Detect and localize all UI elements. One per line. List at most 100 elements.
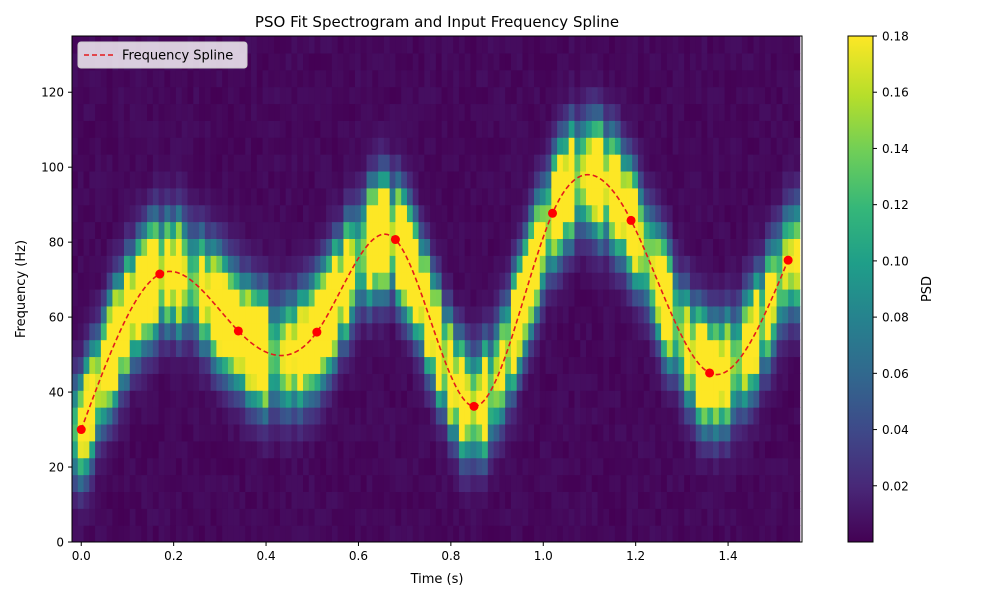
heatmap-cell — [626, 69, 633, 88]
heatmap-cell — [401, 440, 408, 459]
heatmap-cell — [741, 52, 749, 71]
heatmap-cell — [303, 86, 310, 105]
heatmap-cell — [222, 457, 229, 476]
heatmap-cell — [741, 305, 749, 324]
heatmap-cell — [695, 137, 703, 155]
heatmap-cell — [487, 69, 495, 88]
heatmap-cell — [793, 305, 801, 324]
heatmap-cell — [320, 238, 327, 256]
heatmap-cell — [534, 373, 541, 391]
heatmap-cell — [793, 289, 801, 307]
heatmap-cell — [551, 137, 558, 155]
heatmap-cell — [770, 457, 778, 476]
heatmap-cell — [349, 525, 356, 542]
heatmap-cell — [736, 390, 743, 408]
heatmap-cell — [614, 322, 622, 341]
heatmap-cell — [747, 255, 755, 273]
heatmap-cell — [297, 373, 304, 391]
heatmap-cell — [470, 339, 477, 358]
heatmap-cell — [741, 137, 749, 155]
heatmap-cell — [539, 289, 547, 307]
heatmap-cell — [204, 154, 212, 172]
heatmap-cell — [326, 407, 333, 425]
heatmap-cell — [788, 474, 795, 492]
heatmap-cell — [776, 154, 783, 172]
heatmap-cell — [245, 86, 252, 105]
heatmap-cell — [152, 103, 160, 121]
heatmap-cell — [343, 356, 350, 374]
heatmap-cell — [482, 457, 489, 476]
heatmap-cell — [262, 305, 269, 324]
heatmap-cell — [597, 373, 604, 391]
heatmap-cell — [343, 187, 350, 206]
heatmap-cell — [354, 373, 362, 391]
heatmap-cell — [366, 69, 373, 88]
heatmap-cell — [285, 238, 293, 256]
heatmap-cell — [100, 525, 108, 542]
heatmap-cell — [89, 407, 96, 425]
heatmap-cell — [522, 440, 529, 459]
heatmap-cell — [609, 289, 616, 307]
heatmap-cell — [77, 339, 85, 358]
heatmap-cell — [233, 390, 241, 408]
heatmap-cell — [666, 407, 674, 425]
heatmap-cell — [637, 356, 645, 374]
heatmap-cell — [135, 120, 142, 138]
heatmap-cell — [458, 508, 466, 526]
heatmap-cell — [337, 373, 345, 391]
heatmap-cell — [354, 137, 362, 155]
heatmap-cell — [227, 120, 235, 138]
heatmap-cell — [435, 154, 443, 172]
heatmap-cell — [175, 238, 183, 256]
heatmap-cell — [741, 120, 749, 138]
heatmap-cell — [672, 238, 680, 256]
heatmap-cell — [499, 289, 506, 307]
heatmap-cell — [586, 86, 593, 105]
heatmap-cell — [793, 170, 801, 189]
heatmap-cell — [788, 373, 795, 391]
heatmap-cell — [776, 289, 783, 307]
heatmap-cell — [614, 170, 622, 189]
heatmap-cell — [152, 272, 160, 290]
heatmap-cell — [568, 491, 576, 509]
heatmap-cell — [643, 238, 651, 256]
heatmap-cell — [262, 491, 269, 509]
heatmap-cell — [759, 508, 766, 526]
heatmap-cell — [586, 255, 593, 273]
heatmap-cell — [297, 86, 304, 105]
heatmap-cell — [337, 187, 345, 206]
heatmap-cell — [204, 407, 212, 425]
heatmap-cell — [643, 137, 651, 155]
heatmap-cell — [614, 457, 622, 476]
heatmap-cell — [609, 474, 616, 492]
heatmap-cell — [776, 407, 783, 425]
heatmap-cell — [505, 373, 512, 391]
heatmap-cell — [655, 187, 662, 206]
heatmap-cell — [314, 69, 321, 88]
heatmap-cell — [314, 120, 321, 138]
heatmap-cell — [268, 52, 275, 71]
heatmap-cell — [199, 508, 206, 526]
heatmap-cell — [666, 204, 674, 223]
heatmap-cell — [239, 103, 246, 121]
heatmap-cell — [782, 238, 789, 256]
heatmap-cell — [453, 474, 460, 492]
heatmap-cell — [222, 238, 229, 256]
heatmap-cell — [389, 525, 397, 542]
heatmap-cell — [129, 221, 137, 239]
heatmap-cell — [510, 474, 518, 492]
heatmap-cell — [354, 390, 362, 408]
heatmap-cell — [591, 238, 599, 256]
heatmap-cell — [314, 339, 321, 358]
heatmap-cell — [464, 356, 472, 374]
heatmap-cell — [233, 255, 241, 273]
heatmap-cell — [152, 238, 160, 256]
heatmap-cell — [528, 339, 535, 358]
heatmap-cell — [609, 390, 616, 408]
heatmap-cell — [262, 170, 269, 189]
heatmap-cell — [614, 305, 622, 324]
heatmap-cell — [343, 221, 350, 239]
heatmap-cell — [222, 474, 229, 492]
heatmap-cell — [476, 457, 483, 476]
heatmap-cell — [476, 221, 483, 239]
